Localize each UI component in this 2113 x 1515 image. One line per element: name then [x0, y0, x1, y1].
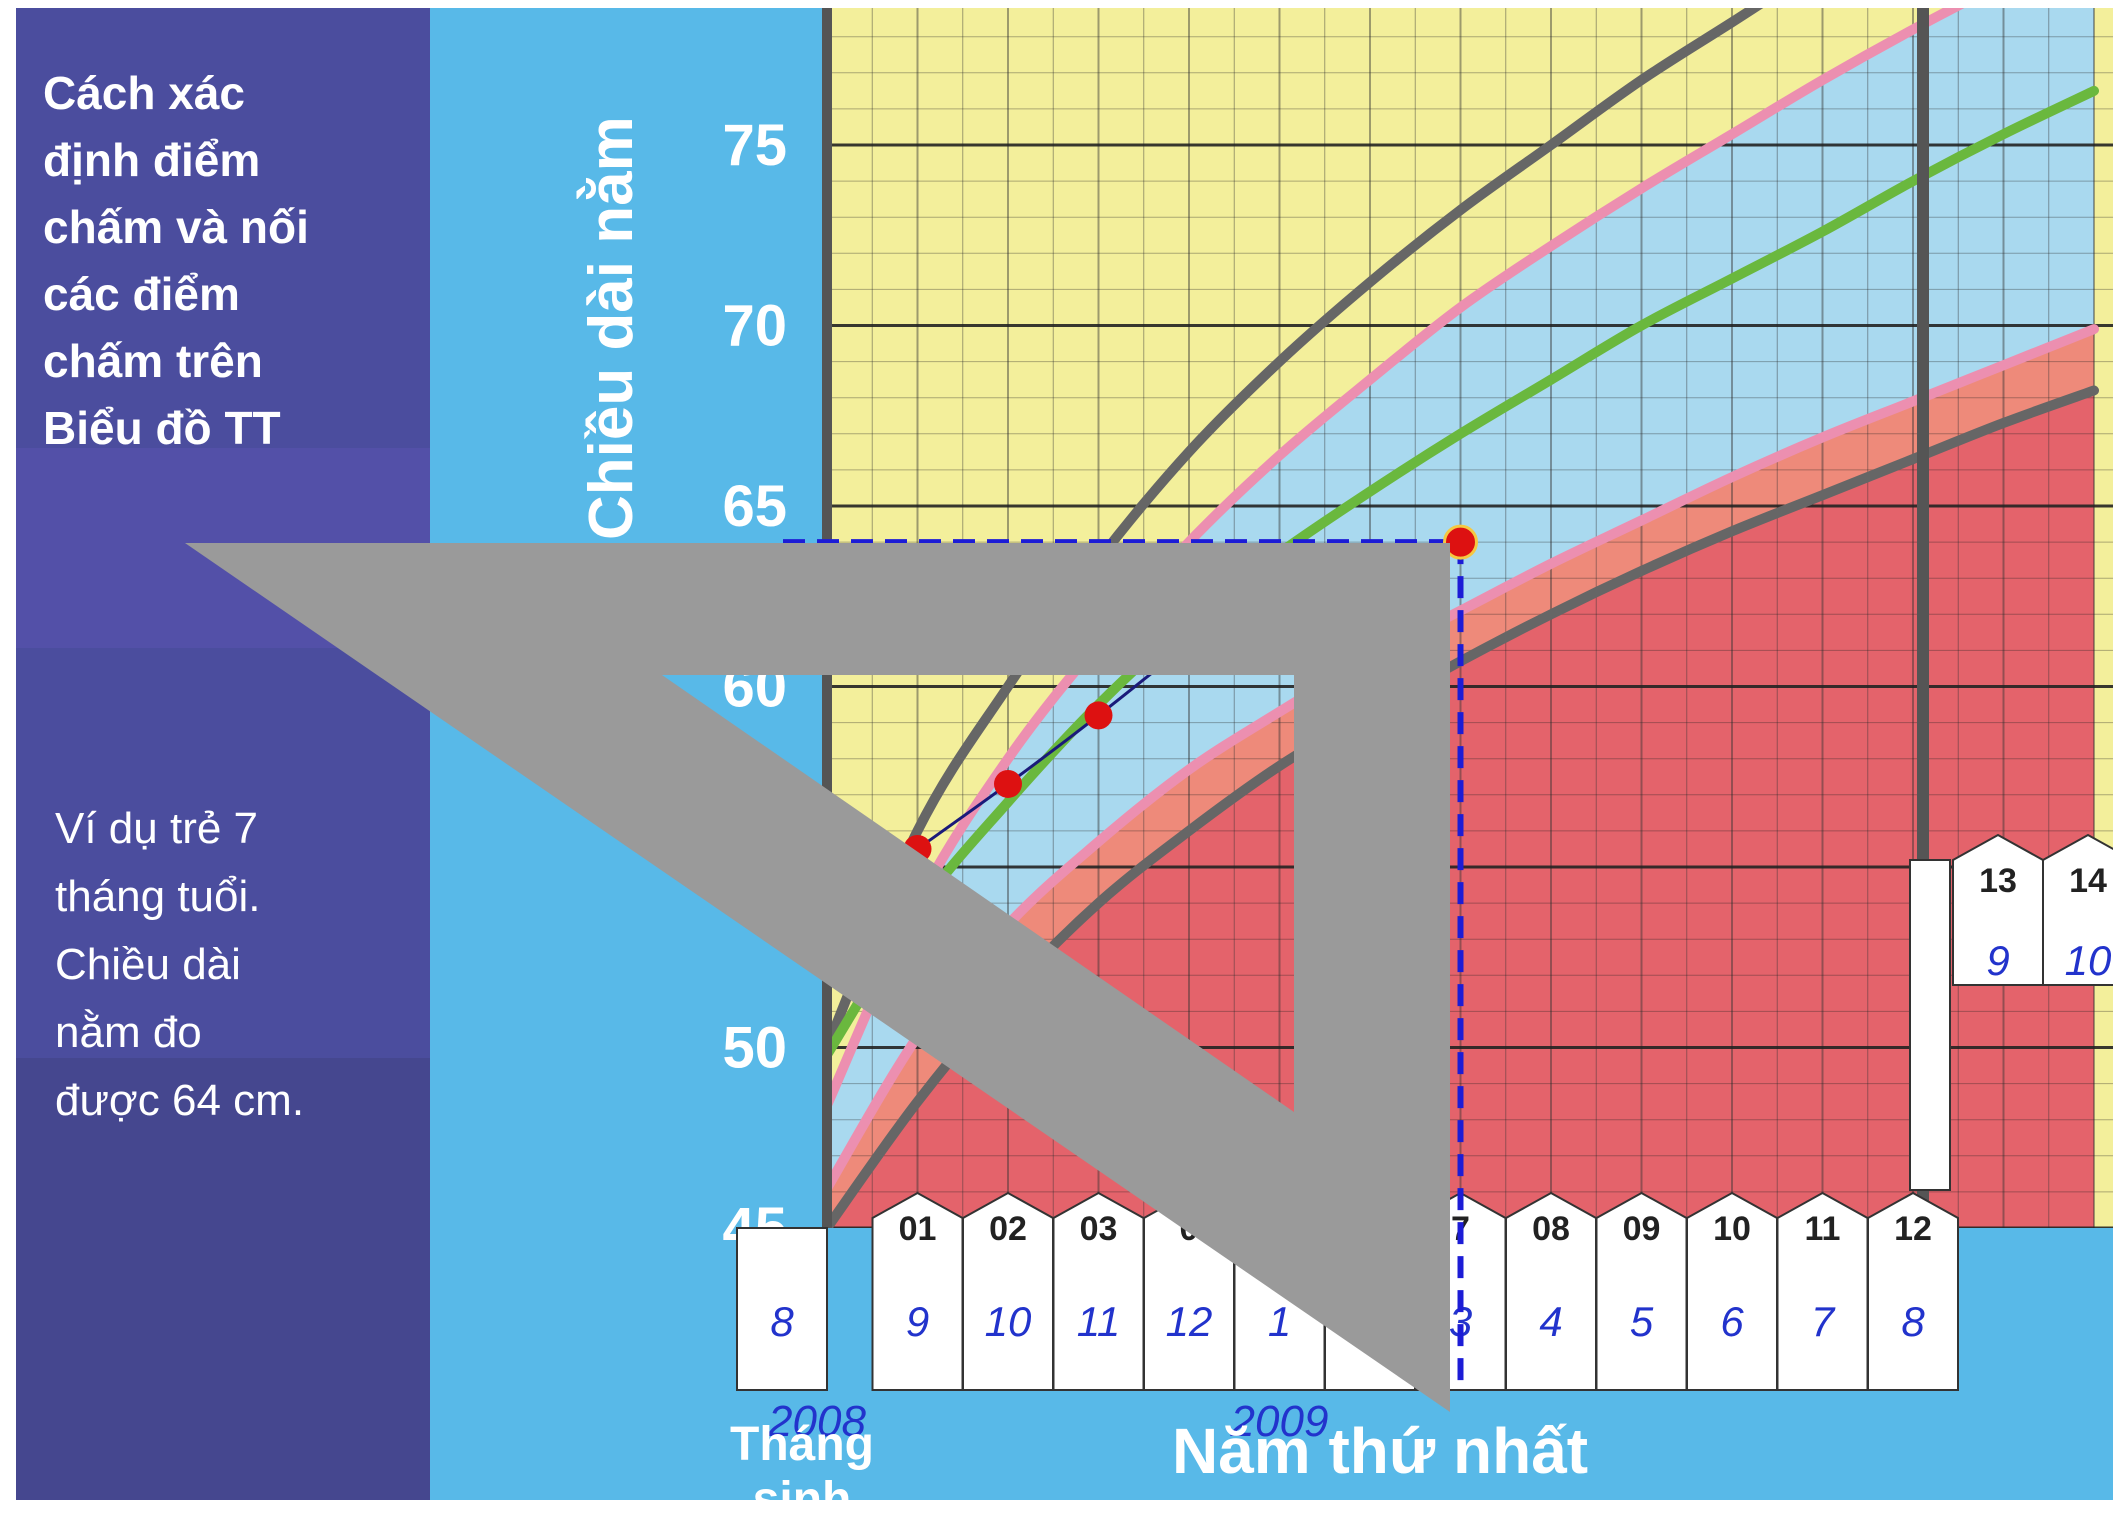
month-label: 11 [1805, 1210, 1841, 1248]
calendar-month-label: 8 [770, 1298, 794, 1345]
calendar-month-label: 12 [1166, 1298, 1213, 1345]
y-tick-label: 70 [722, 294, 787, 359]
x-axis-label: Năm thứ nhất [1172, 1415, 1588, 1487]
growth-chart-svg: 455060657075 010203070809101112131489101… [577, 8, 2113, 1513]
calendar-month-label: 10 [985, 1298, 1032, 1345]
month-label: 02 [989, 1210, 1027, 1248]
month-label: 13 [1979, 862, 2017, 900]
calendar-month-label: 3 [1449, 1298, 1472, 1345]
calendar-month-label: 1 [1268, 1298, 1291, 1345]
zone-blue [827, 8, 2094, 1189]
calendar-month-label: 4 [1539, 1298, 1562, 1345]
highlight-point [1443, 524, 1478, 560]
zone-salmon [827, 329, 2094, 1228]
calendar-month-label: 10 [2065, 937, 2112, 984]
y-tick-label: 75 [722, 113, 787, 178]
month-label: 09 [1623, 1210, 1661, 1248]
y-tick-label: 65 [722, 474, 787, 539]
child-measurement-point [903, 834, 932, 863]
calendar-month-label: 7 [1811, 1298, 1836, 1345]
month-box [1324, 1191, 1416, 1391]
bottom-border [0, 1500, 2113, 1515]
month-label: 12 [1894, 1210, 1932, 1248]
calendar-month-label: 9 [906, 1298, 929, 1345]
month-box [1867, 1191, 1959, 1391]
calendar-month-label: 9 [1986, 937, 2009, 984]
month-label: 01 [899, 1210, 937, 1248]
y-tick-label: 60 [722, 655, 787, 720]
calendar-month-label: 8 [1901, 1298, 1925, 1345]
y-axis-label: Chiều dài nằm [577, 116, 646, 540]
month-label: 14 [2069, 862, 2107, 900]
calendar-month-label: 5 [1630, 1298, 1654, 1345]
month-label: 03 [1080, 1210, 1118, 1248]
child-measurement-point [1175, 629, 1203, 658]
calendar-month-label: 11 [1077, 1298, 1121, 1345]
sidebar-band [16, 448, 430, 648]
y-tick-label: 50 [722, 1016, 787, 1081]
month-label: 0 [1180, 1210, 1199, 1248]
child-measurement-point [1084, 701, 1113, 730]
year-divider-box [1909, 859, 1951, 1191]
slide-title: Cách xác định điểm chấm và nối các điểm … [43, 67, 309, 454]
month-box [1233, 1191, 1326, 1391]
growth-chart: 455060657075 010203070809101112131489101… [430, 8, 2113, 1513]
example-text: Ví dụ trẻ 7 tháng tuổi. Chiều dài nằm đo… [55, 804, 305, 1125]
month-box [2042, 833, 2113, 986]
child-measurement-point [994, 769, 1022, 798]
calendar-month-label: 6 [1720, 1298, 1744, 1345]
birth-label: Tháng [730, 1418, 874, 1471]
month-label: 08 [1532, 1210, 1570, 1248]
month-label: 10 [1713, 1210, 1751, 1248]
